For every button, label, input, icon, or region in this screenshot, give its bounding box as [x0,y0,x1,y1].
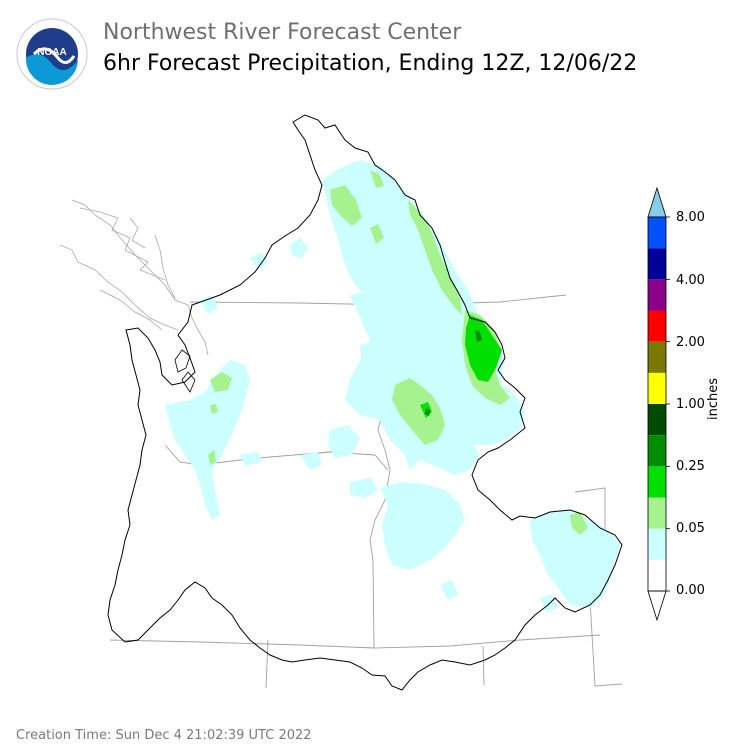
colorbar-label-1: 1.00 [676,397,705,412]
colorbar-block [648,559,666,591]
puget-sound [174,349,196,393]
precipitation-map [59,114,623,691]
colorbar-label-025: 0.25 [676,459,705,474]
colorbar-block [648,497,666,529]
colorbar-label-4: 4.00 [676,273,705,288]
colorbar-label-005: 0.05 [676,521,705,536]
colorbar-label-2: 2.00 [676,335,705,350]
colorbar-block [648,466,666,498]
colorbar-bottom-arrow [647,590,667,622]
colorbar-block [648,372,666,404]
colorbar-block [648,310,666,342]
noaa-logo: NOAA [16,18,88,90]
precip-colorbar [647,186,670,622]
basin-boundary [107,114,623,691]
colorbar-block [648,279,666,311]
colorbar-unit: inches [706,377,721,420]
org-title: Northwest River Forecast Center [103,20,462,45]
creation-time: Creation Time: Sun Dec 4 21:02:39 UTC 20… [16,728,312,743]
colorbar-label-8: 8.00 [676,210,705,225]
noaa-logo-text: NOAA [37,47,66,58]
colorbar-block [648,404,666,436]
colorbar-block [648,341,666,373]
colorbar-block [648,528,666,560]
product-title: 6hr Forecast Precipitation, Ending 12Z, … [103,51,638,76]
colorbar-block [648,435,666,467]
colorbar-block [648,248,666,280]
bc-coastline [59,199,209,356]
precip-shading [165,160,620,612]
colorbar-top-arrow [647,186,667,218]
colorbar-label-0: 0.00 [676,583,705,598]
colorbar-block [648,217,666,249]
